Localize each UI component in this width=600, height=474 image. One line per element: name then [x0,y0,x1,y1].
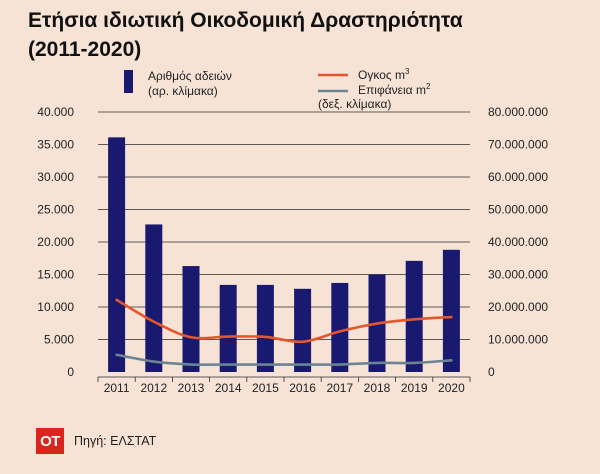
legend: Αριθμός αδειών(αρ. κλίμακα) Ογκος m3Επιφά… [124,67,431,111]
bar [219,284,237,372]
right-tick-label: 20.000.000 [488,300,548,314]
x-tick-label: 2019 [401,381,428,395]
bar [182,266,200,372]
left-tick-label: 15.000 [37,268,74,282]
right-tick-label: 30.000.000 [488,268,548,282]
bar [294,288,312,372]
line-series [115,298,453,367]
bar [108,137,126,372]
x-tick-label: 2011 [104,381,130,395]
left-tick-label: 5.000 [44,333,74,347]
legend-bar-scale: (αρ. κλίμακα) [148,84,218,98]
right-tick-label: 50.000.000 [488,203,548,217]
right-tick-label: 10.000.000 [488,333,548,347]
bar [331,282,349,372]
right-tick-label: 80.000.000 [488,105,548,119]
bar-series [108,137,460,372]
bar [256,284,274,372]
surface-line [115,353,453,367]
legend-surface-sup: 2 [426,82,431,91]
bar [405,260,423,372]
right-tick-label: 60.000.000 [488,170,548,184]
right-tick-label: 40.000.000 [488,235,548,249]
chart-title-line2: (2011-2020) [28,38,142,61]
left-tick-label: 0 [67,365,74,379]
source-footer: OT Πηγή: ΕΛΣΤΑΤ [36,428,156,454]
x-tick-label: 2016 [289,381,316,395]
right-tick-label: 70.000.000 [488,138,548,152]
legend-volume-label: Ογκος m3 [358,67,410,82]
x-tick-label: 2015 [252,381,279,395]
left-tick-label: 30.000 [37,170,74,184]
left-tick-label: 35.000 [37,138,74,152]
legend-volume-sup: 3 [405,67,410,76]
left-tick-label: 10.000 [37,300,74,314]
x-tick-label: 2014 [215,381,242,395]
legend-bar-label: Αριθμός αδειών [148,69,232,83]
volume-line [115,298,453,344]
bar [145,224,163,372]
legend-bar-swatch [124,70,133,93]
chart-title: Ετήσια ιδιωτική Οικοδομική Δραστηριότητα… [28,6,588,64]
legend-surface-label: Επιφάνεια m2 [358,82,431,97]
legend-surface-scale: (δεξ. κλίμακα) [318,97,391,111]
right-tick-label: 0 [488,365,495,379]
left-tick-label: 20.000 [37,235,74,249]
axes: 0 0 5.000 10.000.000 10.000 20.000.000 15.000 3… [37,105,548,395]
x-tick-label: 2012 [140,381,167,395]
x-tick-label: 2020 [438,381,465,395]
ot-logo: OT [36,428,64,454]
source-text: Πηγή: ΕΛΣΤΑΤ [74,434,157,448]
chart-title-line1: Ετήσια ιδιωτική Οικοδομική Δραστηριότητα [28,9,463,32]
left-tick-label: 40.000 [37,105,74,119]
x-tick-label: 2017 [326,381,353,395]
x-tick-label: 2013 [178,381,205,395]
bar [442,249,460,372]
x-tick-label: 2018 [364,381,391,395]
left-tick-label: 25.000 [37,203,74,217]
